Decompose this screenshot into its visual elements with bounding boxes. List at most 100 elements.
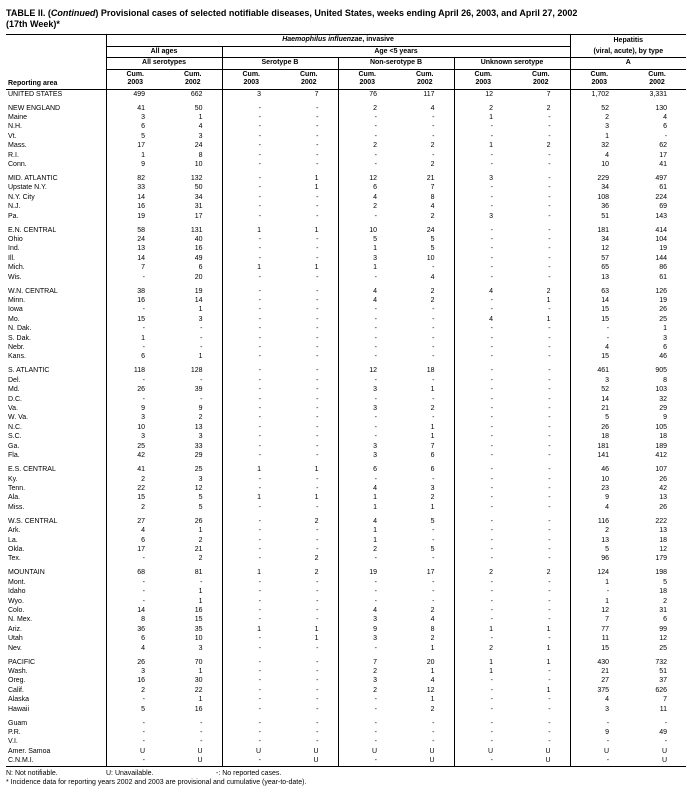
value-cell: -	[221, 192, 280, 203]
value-cell: 412	[655, 452, 668, 460]
value-cell: 41	[659, 160, 668, 168]
value-cell: -	[337, 737, 396, 747]
value-cell: 5	[663, 578, 668, 586]
value-cell: 22	[194, 686, 203, 694]
value-cell: 17	[426, 569, 435, 577]
value-cell: -	[316, 677, 319, 685]
cum-2003-header: Cum. 2003	[221, 69, 280, 90]
value-cell: -	[221, 314, 280, 325]
value-cell: 10	[569, 159, 629, 170]
value-cell: -	[316, 405, 319, 413]
value-cell: -	[221, 587, 280, 597]
value-cell: 4	[569, 343, 629, 353]
value-cell: 2	[198, 536, 203, 544]
haemophilus-italic: Haemophilus influenzae	[282, 36, 363, 43]
value-cell: -	[432, 719, 435, 727]
value-cell: 65	[569, 263, 629, 273]
cum-2003-header: Cum. 2003	[105, 69, 164, 90]
reporting-area-cell: Nev.	[8, 644, 22, 652]
value-cell	[569, 361, 629, 367]
spacer-row	[6, 98, 686, 104]
value-cell: 41	[105, 465, 164, 475]
value-cell: 2	[105, 502, 164, 513]
value-cell: 1	[569, 131, 629, 142]
value-cell: 3	[198, 315, 203, 323]
value-cell: 732	[655, 658, 668, 666]
value-cell: -	[453, 305, 512, 315]
value-cell: -	[548, 405, 551, 413]
reporting-area-cell: N.Y. City	[8, 193, 35, 201]
value-cell	[569, 220, 629, 226]
value-cell: 1	[430, 644, 435, 652]
value-cell: 9	[663, 414, 668, 422]
value-cell: 3	[453, 211, 512, 221]
value-cell: 11	[659, 705, 668, 713]
value-cell: 42	[105, 451, 164, 461]
value-cell: 181	[569, 225, 629, 235]
value-cell: -	[548, 123, 551, 131]
reporting-area-cell: D.C.	[8, 395, 22, 403]
value-cell: 27	[569, 676, 629, 686]
value-cell: 1	[430, 433, 435, 441]
value-cell: 25	[659, 644, 668, 652]
value-cell: 81	[194, 569, 203, 577]
value-cell: 2	[430, 287, 435, 295]
value-cell: -	[432, 123, 435, 131]
table-row: NEW ENGLAND 41 50 - - 2 4 2 2 52 130	[6, 103, 686, 113]
value-cell: -	[548, 212, 551, 220]
table-row: Pa. 19 17 - - - 2 3 - 51 143	[6, 211, 686, 221]
value-cell: -	[221, 333, 280, 344]
table-title: TABLE II. (Continued) Provisional cases …	[6, 8, 686, 19]
value-cell: -	[200, 729, 203, 737]
value-cell: -	[432, 376, 435, 384]
value-cell	[105, 653, 164, 658]
title-part2: ) Provisional cases of selected notifiab…	[95, 8, 578, 18]
value-cell: -	[316, 668, 319, 675]
table-row: Oreg. 16 30 - - 3 4 - - 27 37	[6, 676, 686, 686]
value-cell: 2	[337, 202, 396, 212]
table-row: Ky. 2 3 - - - - - - 10 26	[6, 474, 686, 484]
spacer-row	[6, 714, 686, 719]
value-cell: -	[337, 211, 396, 221]
value-cell: -	[316, 344, 319, 352]
value-cell: -	[221, 296, 280, 306]
value-cell: 12	[337, 173, 396, 184]
value-cell: 2	[546, 104, 551, 112]
value-cell: 36	[569, 202, 629, 212]
value-cell: 5	[198, 494, 203, 502]
value-cell: -	[453, 535, 512, 545]
value-cell: 5	[337, 234, 396, 245]
value-cell: 2	[314, 555, 319, 563]
value-cell: 19	[659, 245, 668, 253]
value-cell: 7	[663, 696, 668, 704]
value-cell: -	[432, 334, 435, 342]
value-cell	[105, 169, 164, 174]
value-cell: -	[548, 203, 551, 211]
value-cell: -	[569, 737, 629, 747]
value-cell: -	[548, 696, 551, 704]
value-cell	[453, 282, 512, 287]
value-cell: -	[221, 718, 280, 729]
value-cell: 3	[337, 404, 396, 414]
hepatitis-group-header: Hepatitis	[569, 34, 687, 46]
footnote-unavailable: U: Unavailable.	[106, 769, 154, 777]
value-cell: 2	[569, 526, 629, 536]
value-cell: -	[548, 376, 551, 384]
value-cell: 27	[105, 516, 164, 527]
value-cell: -	[221, 695, 280, 705]
value-cell: -	[548, 545, 551, 553]
value-cell: 1	[430, 696, 435, 704]
value-cell: 41	[105, 103, 164, 113]
table-title-line2: (17th Week)*	[6, 19, 60, 29]
value-cell: -	[453, 150, 512, 160]
value-cell: 32	[659, 395, 668, 403]
reporting-area-header: Reporting area	[6, 34, 106, 90]
value-cell: -	[453, 704, 512, 715]
value-cell: -	[105, 596, 164, 606]
value-cell: -	[664, 738, 668, 746]
table-row: MOUNTAIN 68 81 1 2 19 17 2 2 124 198	[6, 568, 686, 578]
value-cell: 13	[659, 527, 668, 535]
value-cell: -	[548, 344, 551, 352]
value-cell: -	[316, 193, 319, 201]
value-cell: -	[105, 756, 164, 767]
